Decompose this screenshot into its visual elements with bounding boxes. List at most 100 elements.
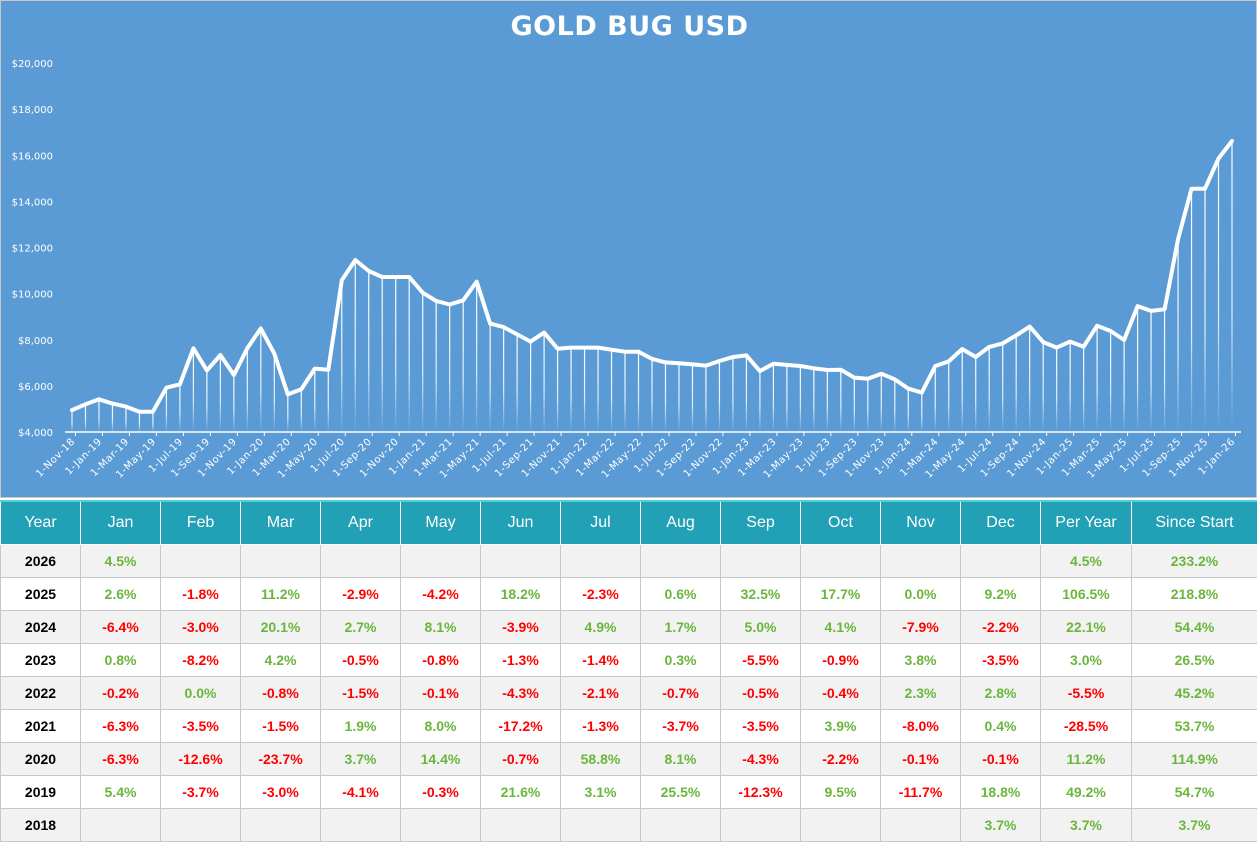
return-cell: -0.8% bbox=[241, 677, 321, 710]
return-cell: 9.2% bbox=[961, 578, 1041, 611]
y-tick-label: $16,000 bbox=[12, 151, 53, 162]
table-row: 2020-6.3%-12.6%-23.7%3.7%14.4%-0.7%58.8%… bbox=[1, 743, 1257, 776]
return-cell: -3.7% bbox=[641, 710, 721, 743]
return-cell: 49.2% bbox=[1041, 776, 1132, 809]
drop-line bbox=[328, 370, 329, 432]
return-cell: -0.7% bbox=[481, 743, 561, 776]
return-cell: -12.6% bbox=[161, 743, 241, 776]
return-cell: 2.6% bbox=[81, 578, 161, 611]
drop-line bbox=[651, 359, 652, 432]
drop-line bbox=[746, 355, 747, 432]
return-cell: 3.1% bbox=[561, 776, 641, 809]
y-tick-label: $10,000 bbox=[12, 290, 53, 301]
drop-line bbox=[543, 333, 544, 432]
return-cell bbox=[481, 545, 561, 578]
return-cell bbox=[321, 809, 401, 842]
drop-line bbox=[517, 334, 518, 432]
return-cell: 3.8% bbox=[881, 644, 961, 677]
drop-line bbox=[665, 362, 666, 432]
return-cell: -8.0% bbox=[881, 710, 961, 743]
drop-line bbox=[112, 404, 113, 432]
return-cell: -4.1% bbox=[321, 776, 401, 809]
return-cell: -6.3% bbox=[81, 743, 161, 776]
return-cell: 2.7% bbox=[321, 611, 401, 644]
column-header-feb: Feb bbox=[161, 501, 241, 545]
year-cell: 2021 bbox=[1, 710, 81, 743]
return-cell: 0.0% bbox=[161, 677, 241, 710]
drop-line bbox=[800, 366, 801, 432]
return-cell: 3.9% bbox=[801, 710, 881, 743]
return-cell: 8.1% bbox=[641, 743, 721, 776]
return-cell: -1.3% bbox=[481, 644, 561, 677]
return-cell bbox=[641, 545, 721, 578]
return-cell: -0.1% bbox=[961, 743, 1041, 776]
drop-line bbox=[1043, 342, 1044, 432]
drop-line bbox=[989, 347, 990, 432]
drop-line bbox=[85, 404, 86, 432]
return-cell bbox=[401, 545, 481, 578]
drop-line bbox=[220, 355, 221, 432]
drop-line bbox=[1002, 343, 1003, 432]
drop-line bbox=[139, 412, 140, 432]
return-cell bbox=[961, 545, 1041, 578]
column-header-since-start: Since Start bbox=[1132, 501, 1257, 545]
drop-line bbox=[773, 364, 774, 432]
return-cell bbox=[641, 809, 721, 842]
drop-line bbox=[436, 301, 437, 432]
return-cell: 1.7% bbox=[641, 611, 721, 644]
return-cell: -2.3% bbox=[561, 578, 641, 611]
return-cell bbox=[561, 809, 641, 842]
drop-line bbox=[624, 352, 625, 432]
drop-line bbox=[1123, 340, 1124, 432]
drop-line bbox=[935, 366, 936, 432]
return-cell: 5.4% bbox=[81, 776, 161, 809]
drop-line bbox=[786, 365, 787, 432]
drop-line bbox=[894, 379, 895, 432]
table-row: 2024-6.4%-3.0%20.1%2.7%8.1%-3.9%4.9%1.7%… bbox=[1, 611, 1257, 644]
column-header-jun: Jun bbox=[481, 501, 561, 545]
year-cell: 2023 bbox=[1, 644, 81, 677]
return-cell: 21.6% bbox=[481, 776, 561, 809]
return-cell: -0.9% bbox=[801, 644, 881, 677]
return-cell: -12.3% bbox=[721, 776, 801, 809]
return-cell: 11.2% bbox=[1041, 743, 1132, 776]
drop-line bbox=[732, 357, 733, 432]
y-tick-label: $8,000 bbox=[18, 336, 53, 347]
return-cell: 3.7% bbox=[1041, 809, 1132, 842]
drop-line bbox=[1070, 342, 1071, 432]
drop-line bbox=[1097, 326, 1098, 432]
drop-line bbox=[1177, 239, 1178, 432]
return-cell: -0.1% bbox=[401, 677, 481, 710]
line-chart-svg: $4,000$6,000$8,000$10,000$12,000$14,000$… bbox=[1, 1, 1257, 499]
return-cell bbox=[881, 809, 961, 842]
drop-line bbox=[422, 293, 423, 432]
return-cell: 2.3% bbox=[881, 677, 961, 710]
return-cell: 54.4% bbox=[1132, 611, 1257, 644]
drop-line bbox=[840, 370, 841, 432]
drop-line bbox=[1056, 348, 1057, 432]
table-row: 2021-6.3%-3.5%-1.5%1.9%8.0%-17.2%-1.3%-3… bbox=[1, 710, 1257, 743]
year-cell: 2024 bbox=[1, 611, 81, 644]
drop-line bbox=[1016, 335, 1017, 432]
return-cell: 54.7% bbox=[1132, 776, 1257, 809]
drop-line bbox=[705, 366, 706, 432]
return-cell: -28.5% bbox=[1041, 710, 1132, 743]
return-cell: -4.3% bbox=[481, 677, 561, 710]
gold-bug-chart: GOLD BUG USD $4,000$6,000$8,000$10,000$1… bbox=[0, 0, 1257, 498]
return-cell: -3.0% bbox=[241, 776, 321, 809]
drop-line bbox=[476, 282, 477, 432]
return-cell: 0.0% bbox=[881, 578, 961, 611]
return-cell: -11.7% bbox=[881, 776, 961, 809]
drop-line bbox=[206, 370, 207, 432]
return-cell bbox=[161, 809, 241, 842]
return-cell: 233.2% bbox=[1132, 545, 1257, 578]
return-cell: -0.7% bbox=[641, 677, 721, 710]
drop-line bbox=[570, 348, 571, 432]
return-cell: -5.5% bbox=[721, 644, 801, 677]
year-cell: 2022 bbox=[1, 677, 81, 710]
return-cell: 114.9% bbox=[1132, 743, 1257, 776]
